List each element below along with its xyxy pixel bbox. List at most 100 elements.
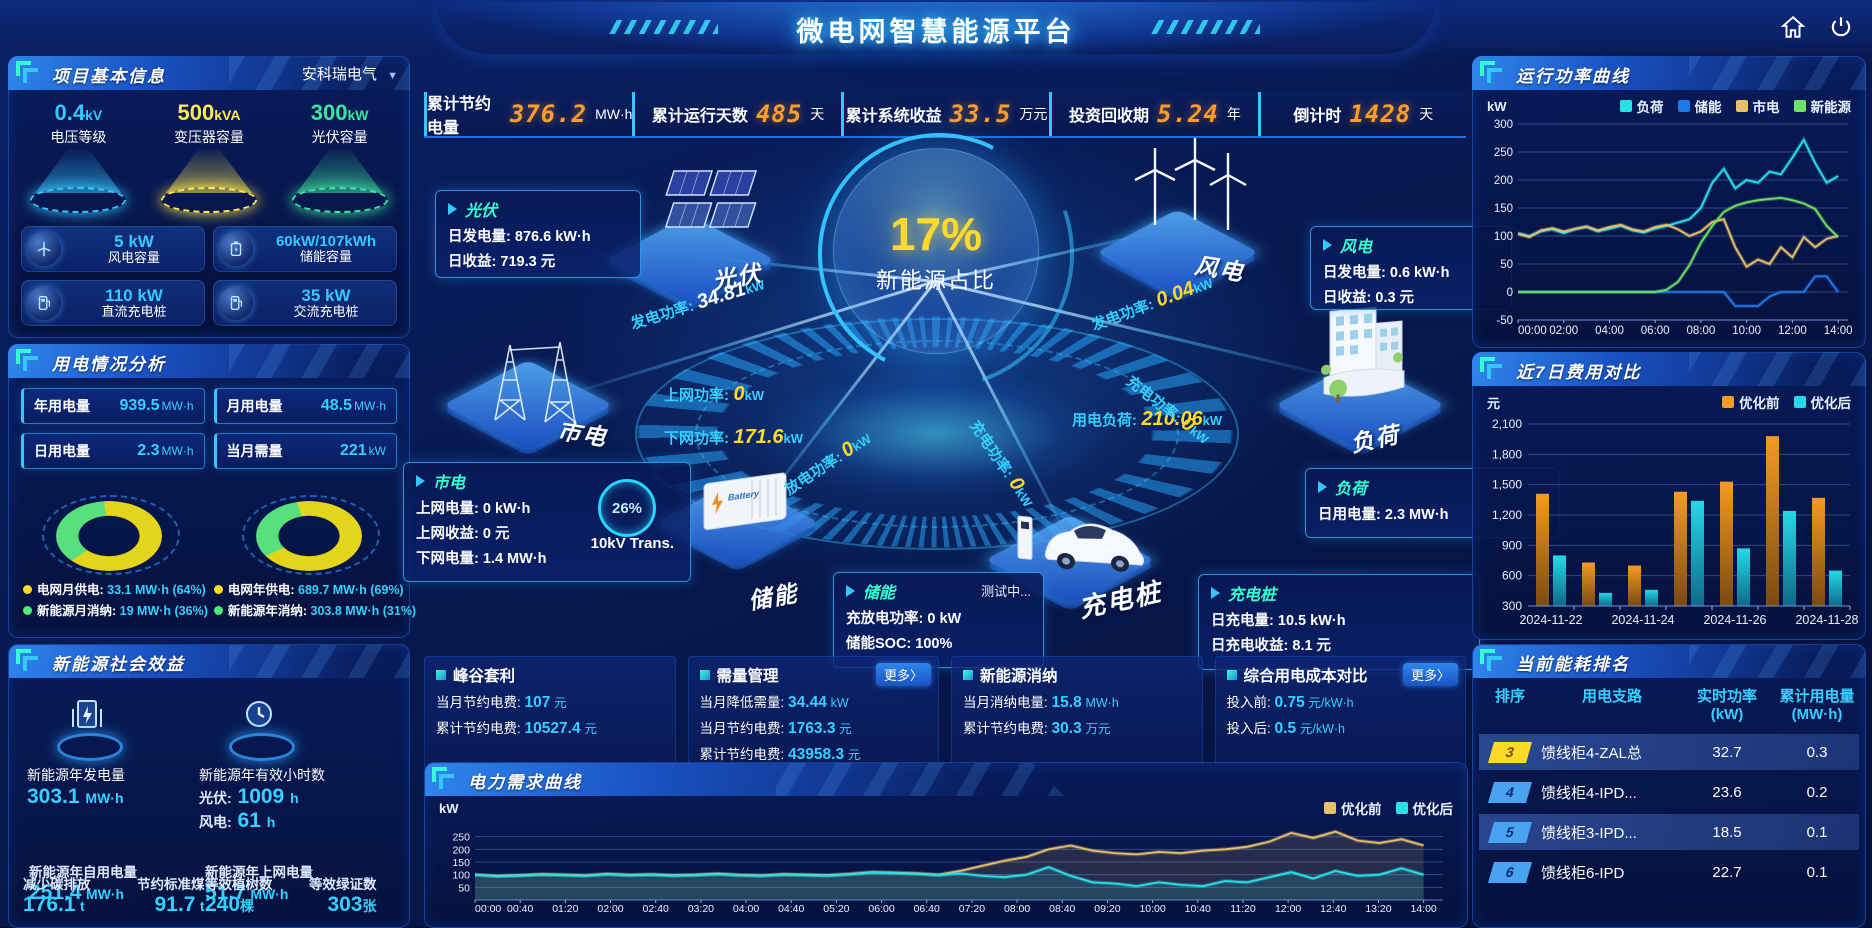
col-energy: 累计用电量 (MW·h) bbox=[1779, 688, 1855, 723]
cone-unit: kW bbox=[347, 107, 369, 123]
kpi-value: 1428 bbox=[1349, 100, 1412, 128]
arrow-right-icon bbox=[416, 475, 425, 487]
power-analysis-header: 用电情况分析 bbox=[8, 344, 410, 378]
stat-value: 939.5 bbox=[119, 397, 160, 414]
svg-text:01:20: 01:20 bbox=[552, 903, 578, 915]
legend-renewable-year: 新能源年消纳: 303.8 MW·h (31%) bbox=[213, 600, 417, 619]
svg-text:1,800: 1,800 bbox=[1492, 447, 1522, 461]
pv-capacity: 300kW 光伏容量 bbox=[281, 100, 399, 218]
cost-compare-box: 综合用电成本对比 更多〉 投入前: 0.75 元/kW·h 投入后: 0.5 元… bbox=[1214, 656, 1466, 772]
legend-dot bbox=[213, 606, 223, 615]
energy-value: 0.3 bbox=[1806, 743, 1828, 761]
company-select[interactable]: 安科瑞电气 ▼ bbox=[302, 63, 398, 84]
kpi-stats-bar: 累计节约电量 376.2 MW·h 累计运行天数 485 天 累计系统收益 33… bbox=[424, 92, 1466, 138]
col-rank: 排序 bbox=[1494, 688, 1525, 705]
legend-label: 电网月供电: bbox=[37, 583, 104, 597]
month-demand: 当月需量 221 kW bbox=[213, 433, 397, 469]
more-button[interactable]: 更多〉 bbox=[1402, 663, 1458, 686]
svg-text:250: 250 bbox=[452, 832, 470, 844]
demand-y-axis-label: kW bbox=[439, 800, 459, 816]
rank-badge: 4 bbox=[1487, 781, 1533, 803]
table-row[interactable]: 4 馈线柜4-IPD... 23.6 0.2 bbox=[1479, 774, 1859, 810]
kpi-saved-energy: 累计节约电量 376.2 MW·h bbox=[424, 92, 632, 137]
panel-title: 当前能耗排名 bbox=[1516, 655, 1630, 674]
table-row[interactable]: 6 馈线柜6-IPD 22.7 0.1 bbox=[1479, 854, 1859, 890]
kpi-unit: 天 bbox=[810, 106, 825, 122]
card-value: 110 kW bbox=[105, 285, 163, 305]
power-icon[interactable] bbox=[1828, 14, 1854, 40]
kpi-label: 投资回收期 bbox=[1069, 108, 1150, 125]
demand-management-box: 需量管理 更多〉 当月降低需量: 34.44 kW 当月节约电费: 1763.3… bbox=[687, 656, 939, 772]
renewable-share-percent: 17% bbox=[889, 208, 983, 260]
ranking-panel: 当前能耗排名 排序 用电支路 实时功率 (kW) 累计用电量 (MW·h) 3 馈线… bbox=[1472, 644, 1866, 928]
cost-chart-legend: 优化前 优化后 bbox=[1722, 392, 1851, 412]
svg-text:02:00: 02:00 bbox=[597, 903, 623, 915]
kpi-value: 485 bbox=[755, 100, 803, 128]
dc-charger-card: 110 kW 直流充电桩 bbox=[21, 280, 205, 326]
grid-node-label: 市电 bbox=[555, 417, 610, 451]
more-button[interactable]: 更多〉 bbox=[875, 663, 931, 686]
day-usage: 日用电量 2.3 MW·h bbox=[21, 433, 205, 469]
svg-text:02:40: 02:40 bbox=[643, 903, 669, 915]
corner-arrows-icon bbox=[432, 767, 456, 791]
header-slash-deco bbox=[776, 763, 1064, 796]
card-label: 储能容量 bbox=[299, 249, 352, 265]
month-donut bbox=[56, 501, 162, 571]
capacity-cards: 5 kW 风电容量 60kW/107kWh 储能容量 110 kW 直流充电桩 … bbox=[9, 218, 409, 334]
cone-label: 电压等级 bbox=[50, 129, 107, 145]
kpi-system-revenue: 累计系统收益 33.5 万元 bbox=[840, 92, 1049, 136]
home-icon[interactable] bbox=[1780, 14, 1806, 40]
svg-text:0: 0 bbox=[1507, 287, 1513, 299]
pedestal-base bbox=[229, 733, 295, 761]
legend-item: 优化后 bbox=[1793, 392, 1851, 412]
svg-text:900: 900 bbox=[1502, 538, 1522, 552]
pv-info-box: 光伏 日发电量: 876.6 kW·h 日收益: 719.3 元 bbox=[435, 190, 641, 278]
svg-text:13:20: 13:20 bbox=[1365, 903, 1391, 915]
svg-text:Battery: Battery bbox=[728, 488, 760, 502]
power-y-axis-label: kW bbox=[1487, 98, 1507, 114]
self-use-stat: 新能源年自用电量 251.4 MW·h bbox=[29, 865, 137, 904]
project-info-header: 项目基本信息 安科瑞电气 ▼ bbox=[8, 56, 410, 90]
legend-dot bbox=[23, 606, 32, 615]
energy-value: 0.1 bbox=[1806, 863, 1828, 881]
legend-label: 电网年供电: bbox=[227, 583, 295, 597]
svg-text:00:00: 00:00 bbox=[1518, 325, 1547, 337]
renewable-share-label: 新能源占比 bbox=[875, 268, 996, 293]
svg-text:2024-11-28: 2024-11-28 bbox=[1795, 613, 1858, 627]
kpi-unit: 万元 bbox=[1019, 106, 1048, 122]
header-deco-right bbox=[1150, 20, 1260, 34]
card-value: 5 kW bbox=[114, 231, 154, 251]
cost-y-axis-label: 元 bbox=[1487, 395, 1501, 411]
svg-text:02:00: 02:00 bbox=[1549, 325, 1578, 337]
voltage-level: 0.4kV 电压等级 bbox=[19, 100, 137, 218]
power-curve-header: 运行功率曲线 bbox=[1472, 56, 1866, 90]
table-row[interactable]: 3 馈线柜4-ZAL总 32.7 0.3 bbox=[1479, 734, 1859, 770]
svg-text:10:00: 10:00 bbox=[1139, 903, 1165, 915]
legend-value: 303.8 MW·h (31%) bbox=[310, 604, 417, 618]
power-value: 23.6 bbox=[1712, 783, 1742, 801]
card-label: 直流充电桩 bbox=[101, 304, 167, 320]
svg-text:12:00: 12:00 bbox=[1275, 903, 1301, 915]
light-cone bbox=[165, 149, 252, 193]
wind-hours-label: 风电: bbox=[199, 814, 232, 830]
svg-text:09:20: 09:20 bbox=[1094, 903, 1120, 915]
power-value: 32.7 bbox=[1712, 743, 1742, 761]
table-row[interactable]: 5 馈线柜3-IPD... 18.5 0.1 bbox=[1479, 814, 1859, 850]
svg-text:50: 50 bbox=[1500, 259, 1513, 271]
pedestal-base bbox=[57, 733, 123, 761]
solar-panels-icon bbox=[640, 165, 760, 256]
legend-value: 33.1 MW·h (64%) bbox=[107, 583, 206, 597]
cone-unit: kVA bbox=[214, 107, 241, 123]
header-slash-deco bbox=[229, 645, 409, 678]
stat-unit: MW·h bbox=[354, 399, 386, 413]
svg-text:10:00: 10:00 bbox=[1732, 325, 1761, 337]
cost-compare-header: 近7日费用对比 bbox=[1472, 352, 1866, 386]
svg-text:150: 150 bbox=[1494, 203, 1513, 215]
stat-unit: MW·h bbox=[161, 444, 194, 458]
kpi-label: 累计节约电量 bbox=[427, 96, 492, 137]
power-chart-legend: 负荷 储能 市电 新能源 bbox=[1619, 96, 1851, 116]
panel-title: 用电情况分析 bbox=[52, 355, 166, 374]
svg-text:600: 600 bbox=[1502, 569, 1522, 583]
charger-box-title: 充电桩 bbox=[1228, 587, 1277, 604]
benefit-label: 新能源年发电量 bbox=[27, 767, 125, 783]
